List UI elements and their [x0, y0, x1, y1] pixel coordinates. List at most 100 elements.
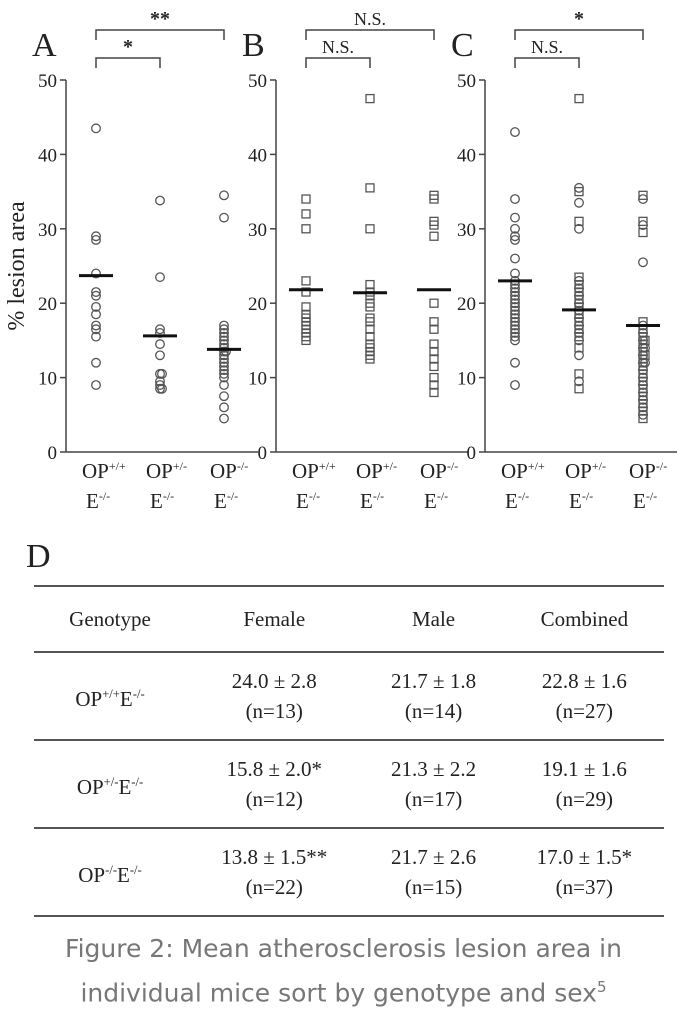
panel-label: C [451, 27, 474, 64]
data-point [91, 290, 101, 301]
data-point [301, 209, 311, 219]
significance-label: * [123, 36, 133, 58]
combined-cell: 19.1 ± 1.6 (n=29) [541, 757, 627, 811]
data-point [301, 335, 311, 346]
significance-bracket [514, 29, 644, 40]
data-point [510, 357, 520, 368]
data-point [155, 350, 165, 361]
x-tick-label: OP-/- [420, 459, 458, 483]
data-point [91, 380, 101, 390]
data-point [638, 216, 648, 227]
data-point [574, 350, 584, 361]
y-tick-label: 40 [38, 145, 57, 166]
data-point [638, 257, 648, 268]
x-tick-label: E-/- [424, 489, 448, 513]
panel-label: A [32, 27, 57, 64]
significance-bracket [95, 57, 161, 68]
data-point [510, 268, 520, 279]
x-tick-label: E-/- [633, 489, 657, 513]
data-point [429, 387, 439, 398]
significance-bracket [305, 57, 371, 68]
data-point [301, 224, 311, 234]
data-point [365, 224, 375, 234]
data-point [219, 357, 229, 368]
data-point [91, 123, 101, 134]
significance-label: * [574, 8, 584, 30]
data-point [155, 376, 165, 387]
data-point [219, 368, 229, 379]
y-tick-label: 30 [457, 220, 476, 241]
header-combined: Combined [540, 606, 629, 631]
x-tick-label: OP+/- [565, 459, 606, 483]
data-point [574, 223, 584, 234]
data-point [91, 301, 101, 312]
data-point [574, 186, 584, 197]
female-cell: 24.0 ± 2.8 (n=13) [231, 669, 317, 723]
data-point [219, 402, 229, 413]
data-point [510, 194, 520, 204]
data-point [365, 93, 375, 104]
y-tick-label: 30 [248, 220, 267, 241]
data-point [219, 190, 229, 201]
data-point [301, 194, 311, 204]
data-point [638, 190, 648, 200]
data-point [219, 324, 229, 335]
genotype-cell: OP+/-E-/- [76, 774, 144, 799]
data-point [510, 316, 520, 327]
header-male: Male [411, 606, 456, 631]
y-tick-label: 0 [48, 443, 58, 464]
data-point [574, 216, 584, 227]
table-row: OP+/+E-/- 24.0 ± 2.8 (n=13) 21.7 ± 1.8 (n=… [34, 652, 664, 740]
x-tick-label: E-/- [569, 489, 593, 513]
data-point [640, 335, 650, 346]
data-point [510, 301, 520, 312]
x-tick-label: OP+/- [356, 459, 397, 483]
data-point [574, 376, 584, 387]
data-point [510, 324, 520, 335]
data-point [155, 195, 165, 206]
data-point [510, 231, 520, 242]
data-point [574, 332, 584, 342]
data-point [91, 320, 101, 331]
data-point [301, 287, 311, 297]
header-female: Female [243, 606, 306, 631]
data-point [155, 339, 165, 350]
data-point [429, 361, 439, 372]
significance-label: N.S. [531, 37, 563, 57]
data-point [510, 283, 520, 294]
x-tick-label: E-/- [86, 489, 110, 513]
y-tick-label: 10 [248, 369, 267, 390]
x-tick-label: OP-/- [629, 459, 667, 483]
data-point [219, 320, 229, 331]
significance-label: ** [150, 8, 170, 30]
data-point [219, 391, 229, 402]
x-tick-label: E-/- [150, 489, 174, 513]
panel-b: B 0 10 20 30 40 50 OP+/+ E-/- OP+/- E-/- OP-/- E-/- N… [242, 9, 468, 513]
data-point [574, 343, 584, 353]
data-point [91, 287, 101, 297]
data-point [429, 324, 439, 334]
significance-label: N.S. [322, 37, 354, 57]
data-point [638, 227, 648, 238]
data-point [510, 320, 520, 331]
x-tick-label: E-/- [214, 489, 238, 513]
data-point [510, 235, 520, 245]
data-point [510, 212, 520, 223]
data-point [574, 197, 584, 208]
data-point [638, 413, 648, 424]
x-tick-label: OP+/+ [501, 459, 545, 483]
data-point [429, 298, 439, 308]
y-tick-label: 0 [258, 443, 268, 464]
x-tick-label: OP+/+ [292, 459, 336, 483]
data-point [640, 350, 650, 360]
caption-line-2: individual mice sort by genotype and sex… [80, 978, 607, 1008]
data-point [510, 290, 520, 301]
y-tick-label: 20 [457, 294, 476, 315]
data-point [640, 357, 650, 368]
data-point [510, 253, 520, 264]
y-tick-label: 50 [38, 71, 57, 92]
data-point [510, 331, 520, 342]
data-point [365, 183, 375, 193]
genotype-cell: OP+/+E-/- [75, 686, 145, 711]
y-tick-label: 50 [457, 71, 476, 92]
